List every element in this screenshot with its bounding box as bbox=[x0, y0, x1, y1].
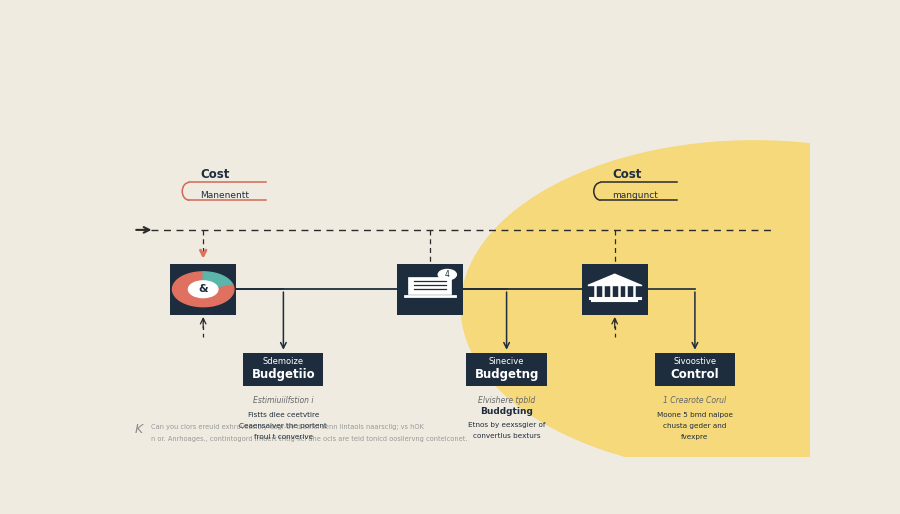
Circle shape bbox=[438, 269, 456, 280]
Polygon shape bbox=[589, 274, 641, 285]
Text: Moone 5 bmd naipoe: Moone 5 bmd naipoe bbox=[657, 412, 733, 418]
Text: fvexpre: fvexpre bbox=[681, 434, 708, 440]
Text: Sivoostive: Sivoostive bbox=[673, 358, 716, 366]
Text: convertlus bexturs: convertlus bexturs bbox=[472, 433, 540, 439]
Text: Budgetng: Budgetng bbox=[474, 368, 539, 381]
Text: Elvishere tpbld: Elvishere tpbld bbox=[478, 396, 536, 405]
Text: Etnos by eexssgier of: Etnos by eexssgier of bbox=[468, 422, 545, 428]
Text: Manenentt: Manenentt bbox=[201, 191, 249, 200]
Text: Can you clors ereuid exhravessibly dsgr-ov d blricl senn lintaols naarsclig; vs : Can you clors ereuid exhravessibly dsgr-… bbox=[151, 424, 424, 430]
FancyBboxPatch shape bbox=[409, 277, 452, 294]
Text: Buddgting: Buddgting bbox=[481, 407, 533, 416]
Text: 1 Crearote Corul: 1 Crearote Corul bbox=[663, 396, 726, 405]
Text: Estimiuiilfstion i: Estimiuiilfstion i bbox=[253, 396, 313, 405]
FancyBboxPatch shape bbox=[170, 264, 237, 315]
Circle shape bbox=[461, 141, 900, 473]
Text: Ceaensaiver the portent: Ceaensaiver the portent bbox=[239, 423, 328, 429]
Text: n or. Anrhoages., contintogord imuert tritig licl ahe ocls are teid tonicd oosll: n or. Anrhoages., contintogord imuert tr… bbox=[151, 436, 467, 442]
Text: froul t converive: froul t converive bbox=[254, 434, 313, 440]
Text: &: & bbox=[198, 284, 208, 294]
Polygon shape bbox=[203, 284, 234, 306]
Polygon shape bbox=[203, 272, 232, 289]
Text: Cost: Cost bbox=[201, 168, 230, 181]
FancyBboxPatch shape bbox=[243, 353, 323, 386]
FancyBboxPatch shape bbox=[466, 353, 546, 386]
Text: chusta geder and: chusta geder and bbox=[663, 423, 726, 429]
Text: Sinecive: Sinecive bbox=[489, 358, 525, 366]
Text: Control: Control bbox=[670, 368, 719, 381]
Text: K: K bbox=[135, 423, 143, 436]
FancyBboxPatch shape bbox=[655, 353, 735, 386]
Text: Fistts dlee ceetvtire: Fistts dlee ceetvtire bbox=[248, 412, 320, 418]
Text: Sdemoize: Sdemoize bbox=[263, 358, 304, 366]
Polygon shape bbox=[173, 272, 212, 307]
Text: mangunct: mangunct bbox=[612, 191, 658, 200]
FancyBboxPatch shape bbox=[581, 264, 648, 315]
Text: 4: 4 bbox=[445, 270, 450, 279]
Text: Budgetiio: Budgetiio bbox=[252, 368, 315, 381]
FancyBboxPatch shape bbox=[397, 264, 463, 315]
Circle shape bbox=[188, 281, 218, 298]
Text: Cost: Cost bbox=[612, 168, 642, 181]
